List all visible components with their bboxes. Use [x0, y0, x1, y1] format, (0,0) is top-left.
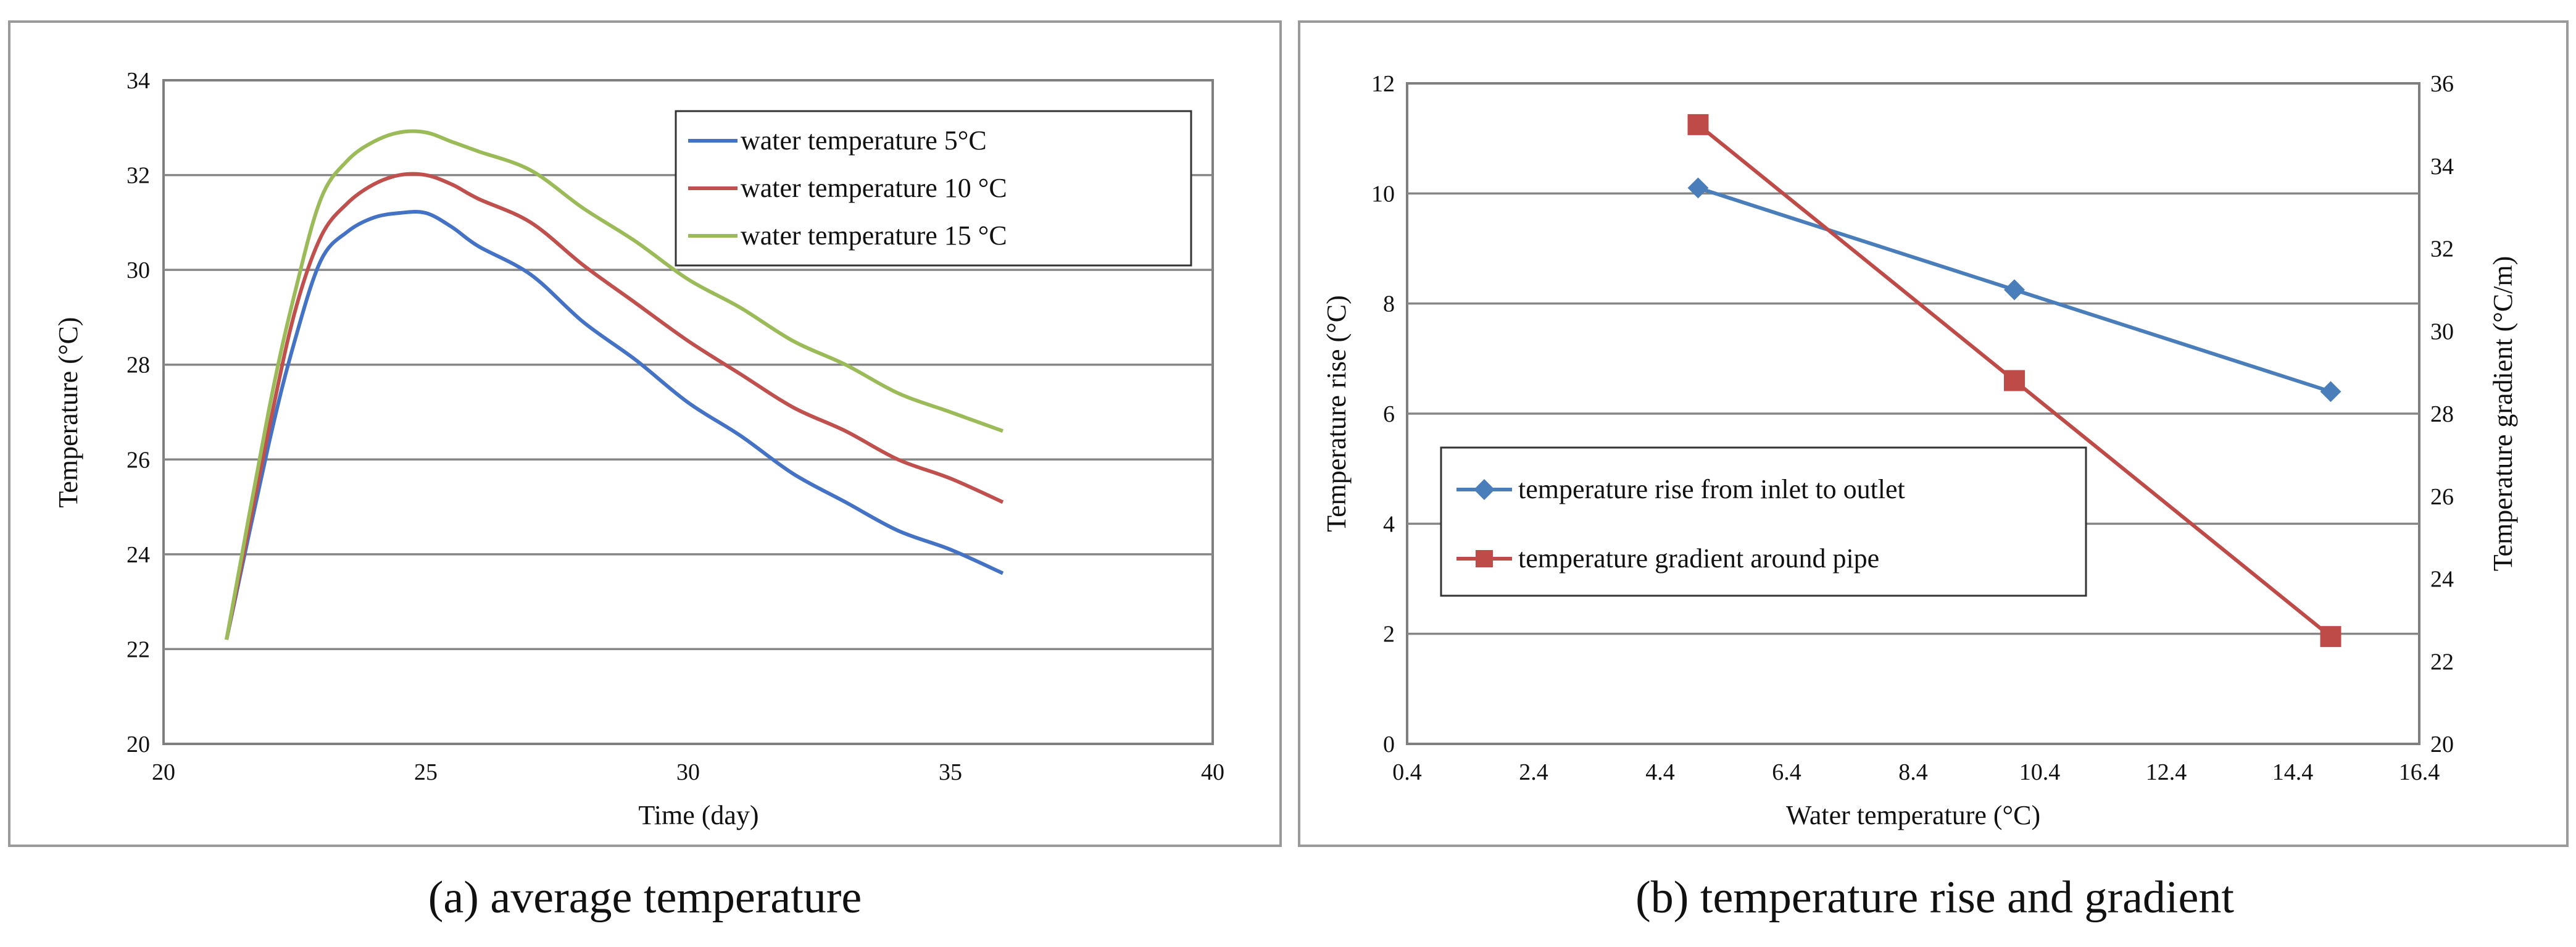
y-tick-label-left: 8 [1383, 291, 1395, 317]
x-tick-label: 16.4 [2399, 759, 2440, 785]
x-tick-label: 20 [152, 759, 175, 785]
data-point [2320, 626, 2341, 648]
x-tick-label: 30 [676, 759, 700, 785]
panel-a-y-label: Temperature (°C) [53, 317, 83, 508]
caption-a: (a) average temperature [428, 872, 862, 923]
y-tick-label-left: 0 [1383, 732, 1395, 757]
panel-a-y-ticks: 20 22 24 26 28 30 32 34 [127, 68, 150, 757]
legend-label-10c: water temperature 10 °C [741, 173, 1007, 203]
x-tick-label: 4.4 [1645, 759, 1675, 785]
panel-b-legend-box [1440, 446, 2087, 597]
panel-b-frame [1298, 20, 2569, 847]
panel-b-y-label-right: Temperature gradient (°C/m) [2488, 256, 2518, 572]
y-tick-label: 22 [127, 636, 150, 662]
x-tick-label: 14.4 [2272, 759, 2314, 785]
y-tick-label-left: 4 [1383, 511, 1395, 537]
panel-b-legend: temperature rise from inlet to outlet te… [1440, 446, 2087, 597]
y-tick-label: 24 [127, 542, 150, 568]
y-tick-label-left: 2 [1383, 622, 1395, 648]
panel-a-legend-box [675, 110, 1192, 267]
x-tick-label: 8.4 [1898, 759, 1928, 785]
y-tick-label-left: 12 [1371, 71, 1395, 97]
y-tick-label: 20 [127, 732, 150, 757]
x-tick-label: 10.4 [2019, 759, 2061, 785]
panel-a-plot-area [162, 79, 1214, 745]
legend-label-5c: water temperature 5°C [741, 125, 987, 156]
panel-b-y-ticks-left: 0 2 4 6 8 10 12 [1371, 71, 1395, 757]
data-point [1687, 114, 1709, 135]
panel-a-legend: water temperature 5°C water temperature … [675, 110, 1192, 267]
panel-b-x-ticks: 0.4 2.4 4.4 6.4 8.4 10.4 12.4 14.4 16.4 [1392, 759, 2440, 785]
caption-b: (b) temperature rise and gradient [1635, 872, 2234, 923]
legend-marker-gradient [1476, 550, 1493, 567]
panel-b-y-ticks-right: 20 22 24 26 28 30 32 34 36 [2430, 71, 2454, 757]
series-line-2 [225, 172, 1004, 640]
y-tick-label: 30 [127, 257, 150, 283]
panel-b-series [1687, 114, 2341, 648]
x-tick-label: 40 [1201, 759, 1224, 785]
panel-b-y-label-left: Temperature rise (°C) [1321, 295, 1352, 532]
x-tick-label: 12.4 [2146, 759, 2187, 785]
y-tick-label-right: 30 [2430, 319, 2454, 344]
legend-label-gradient: temperature gradient around pipe [1518, 543, 1879, 574]
x-tick-label: 35 [939, 759, 962, 785]
x-tick-label: 25 [414, 759, 438, 785]
y-tick-label-right: 28 [2430, 401, 2454, 427]
legend-label-15c: water temperature 15 °C [741, 220, 1007, 251]
y-tick-label: 28 [127, 353, 150, 378]
y-tick-label: 34 [127, 68, 150, 94]
x-tick-label: 6.4 [1772, 759, 1801, 785]
y-tick-label-left: 6 [1383, 401, 1395, 427]
y-tick-label-left: 10 [1371, 181, 1395, 207]
x-tick-label: 0.4 [1392, 759, 1422, 785]
series-line-3 [225, 129, 1004, 640]
y-tick-label: 26 [127, 447, 150, 473]
y-tick-label-right: 32 [2430, 236, 2454, 262]
y-tick-label-right: 24 [2430, 567, 2454, 593]
y-tick-label-right: 36 [2430, 71, 2454, 97]
panel-a-x-ticks: 20 25 30 35 40 [152, 759, 1224, 785]
y-tick-label-right: 20 [2430, 732, 2454, 757]
x-tick-label: 2.4 [1519, 759, 1548, 785]
legend-label-rise: temperature rise from inlet to outlet [1518, 474, 1905, 504]
panel-a-series [225, 129, 1004, 640]
y-tick-label: 32 [127, 163, 150, 189]
panel-a-x-label: Time (day) [638, 800, 758, 830]
y-tick-label-right: 34 [2430, 154, 2454, 180]
panel-b-x-label: Water temperature (°C) [1786, 800, 2040, 830]
panel-a: 20 22 24 26 28 30 32 34 20 25 30 35 40 Time (day) T… [8, 20, 1282, 847]
y-tick-label-right: 22 [2430, 649, 2454, 675]
series-line-1 [225, 209, 1004, 640]
data-point [2004, 370, 2025, 391]
y-tick-label-right: 26 [2430, 484, 2454, 510]
